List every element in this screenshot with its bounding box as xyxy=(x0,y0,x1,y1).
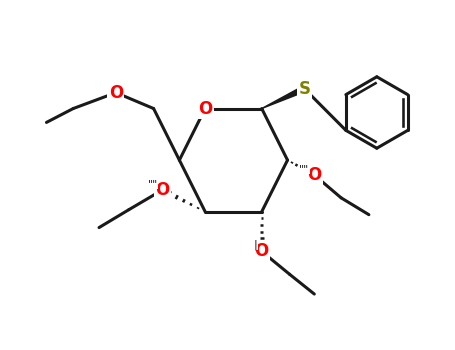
Text: O: O xyxy=(307,166,321,184)
Text: O: O xyxy=(255,243,269,260)
Text: |: | xyxy=(254,239,258,250)
Text: O: O xyxy=(109,84,123,101)
Text: O: O xyxy=(198,99,212,118)
Text: "": "" xyxy=(147,179,158,189)
Text: S: S xyxy=(298,80,310,98)
Polygon shape xyxy=(262,86,306,108)
Text: "": "" xyxy=(299,164,309,174)
Text: O: O xyxy=(156,181,170,199)
